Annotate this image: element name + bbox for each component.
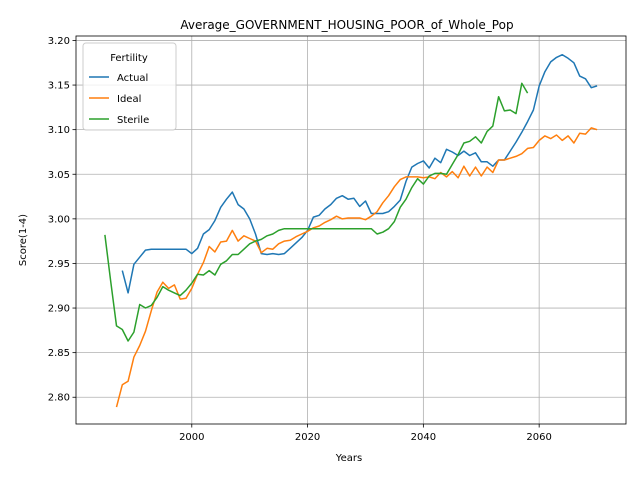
series-line-sterile [104, 82, 529, 342]
x-tick-label: 2060 [526, 432, 551, 443]
y-axis-label: Score(1-4) [18, 214, 29, 266]
series-line-actual [121, 53, 598, 294]
y-tick-label: 3.15 [48, 81, 70, 92]
y-tick-label: 3.10 [48, 125, 70, 136]
legend-title: Fertility [110, 53, 148, 64]
y-tick-label: 2.80 [48, 393, 70, 404]
y-tick-label: 3.00 [48, 214, 70, 225]
y-axis-ticks: 2.80 2.85 2.90 2.95 3.00 3.05 3.10 3.15 3.20 [48, 36, 76, 404]
y-tick-label: 2.95 [48, 259, 70, 270]
legend-label-ideal: Ideal [117, 94, 141, 105]
y-tick-label: 2.85 [48, 348, 70, 359]
y-tick-label: 3.20 [48, 36, 70, 47]
legend-label-sterile: Sterile [117, 115, 149, 126]
y-tick-label: 2.90 [48, 304, 70, 315]
series-line-ideal [115, 127, 598, 408]
legend-items: Actual Ideal Sterile [89, 73, 149, 126]
plot-frame [75, 35, 627, 425]
legend-label-actual: Actual [117, 73, 148, 84]
x-tick-label: 2040 [411, 432, 436, 443]
chart-title: Average_GOVERNMENT_HOUSING_POOR_of_Whole… [180, 18, 513, 32]
x-tick-label: 2020 [295, 432, 320, 443]
legend: Fertility Actual Ideal Sterile [82, 42, 177, 131]
x-axis-label: Years [335, 453, 362, 464]
y-tick-label: 3.05 [48, 170, 70, 181]
series-lines [104, 53, 598, 408]
x-axis-ticks: 2000 2020 2040 2060 [179, 424, 552, 443]
x-tick-label: 2000 [179, 432, 204, 443]
legend-box [82, 42, 177, 131]
